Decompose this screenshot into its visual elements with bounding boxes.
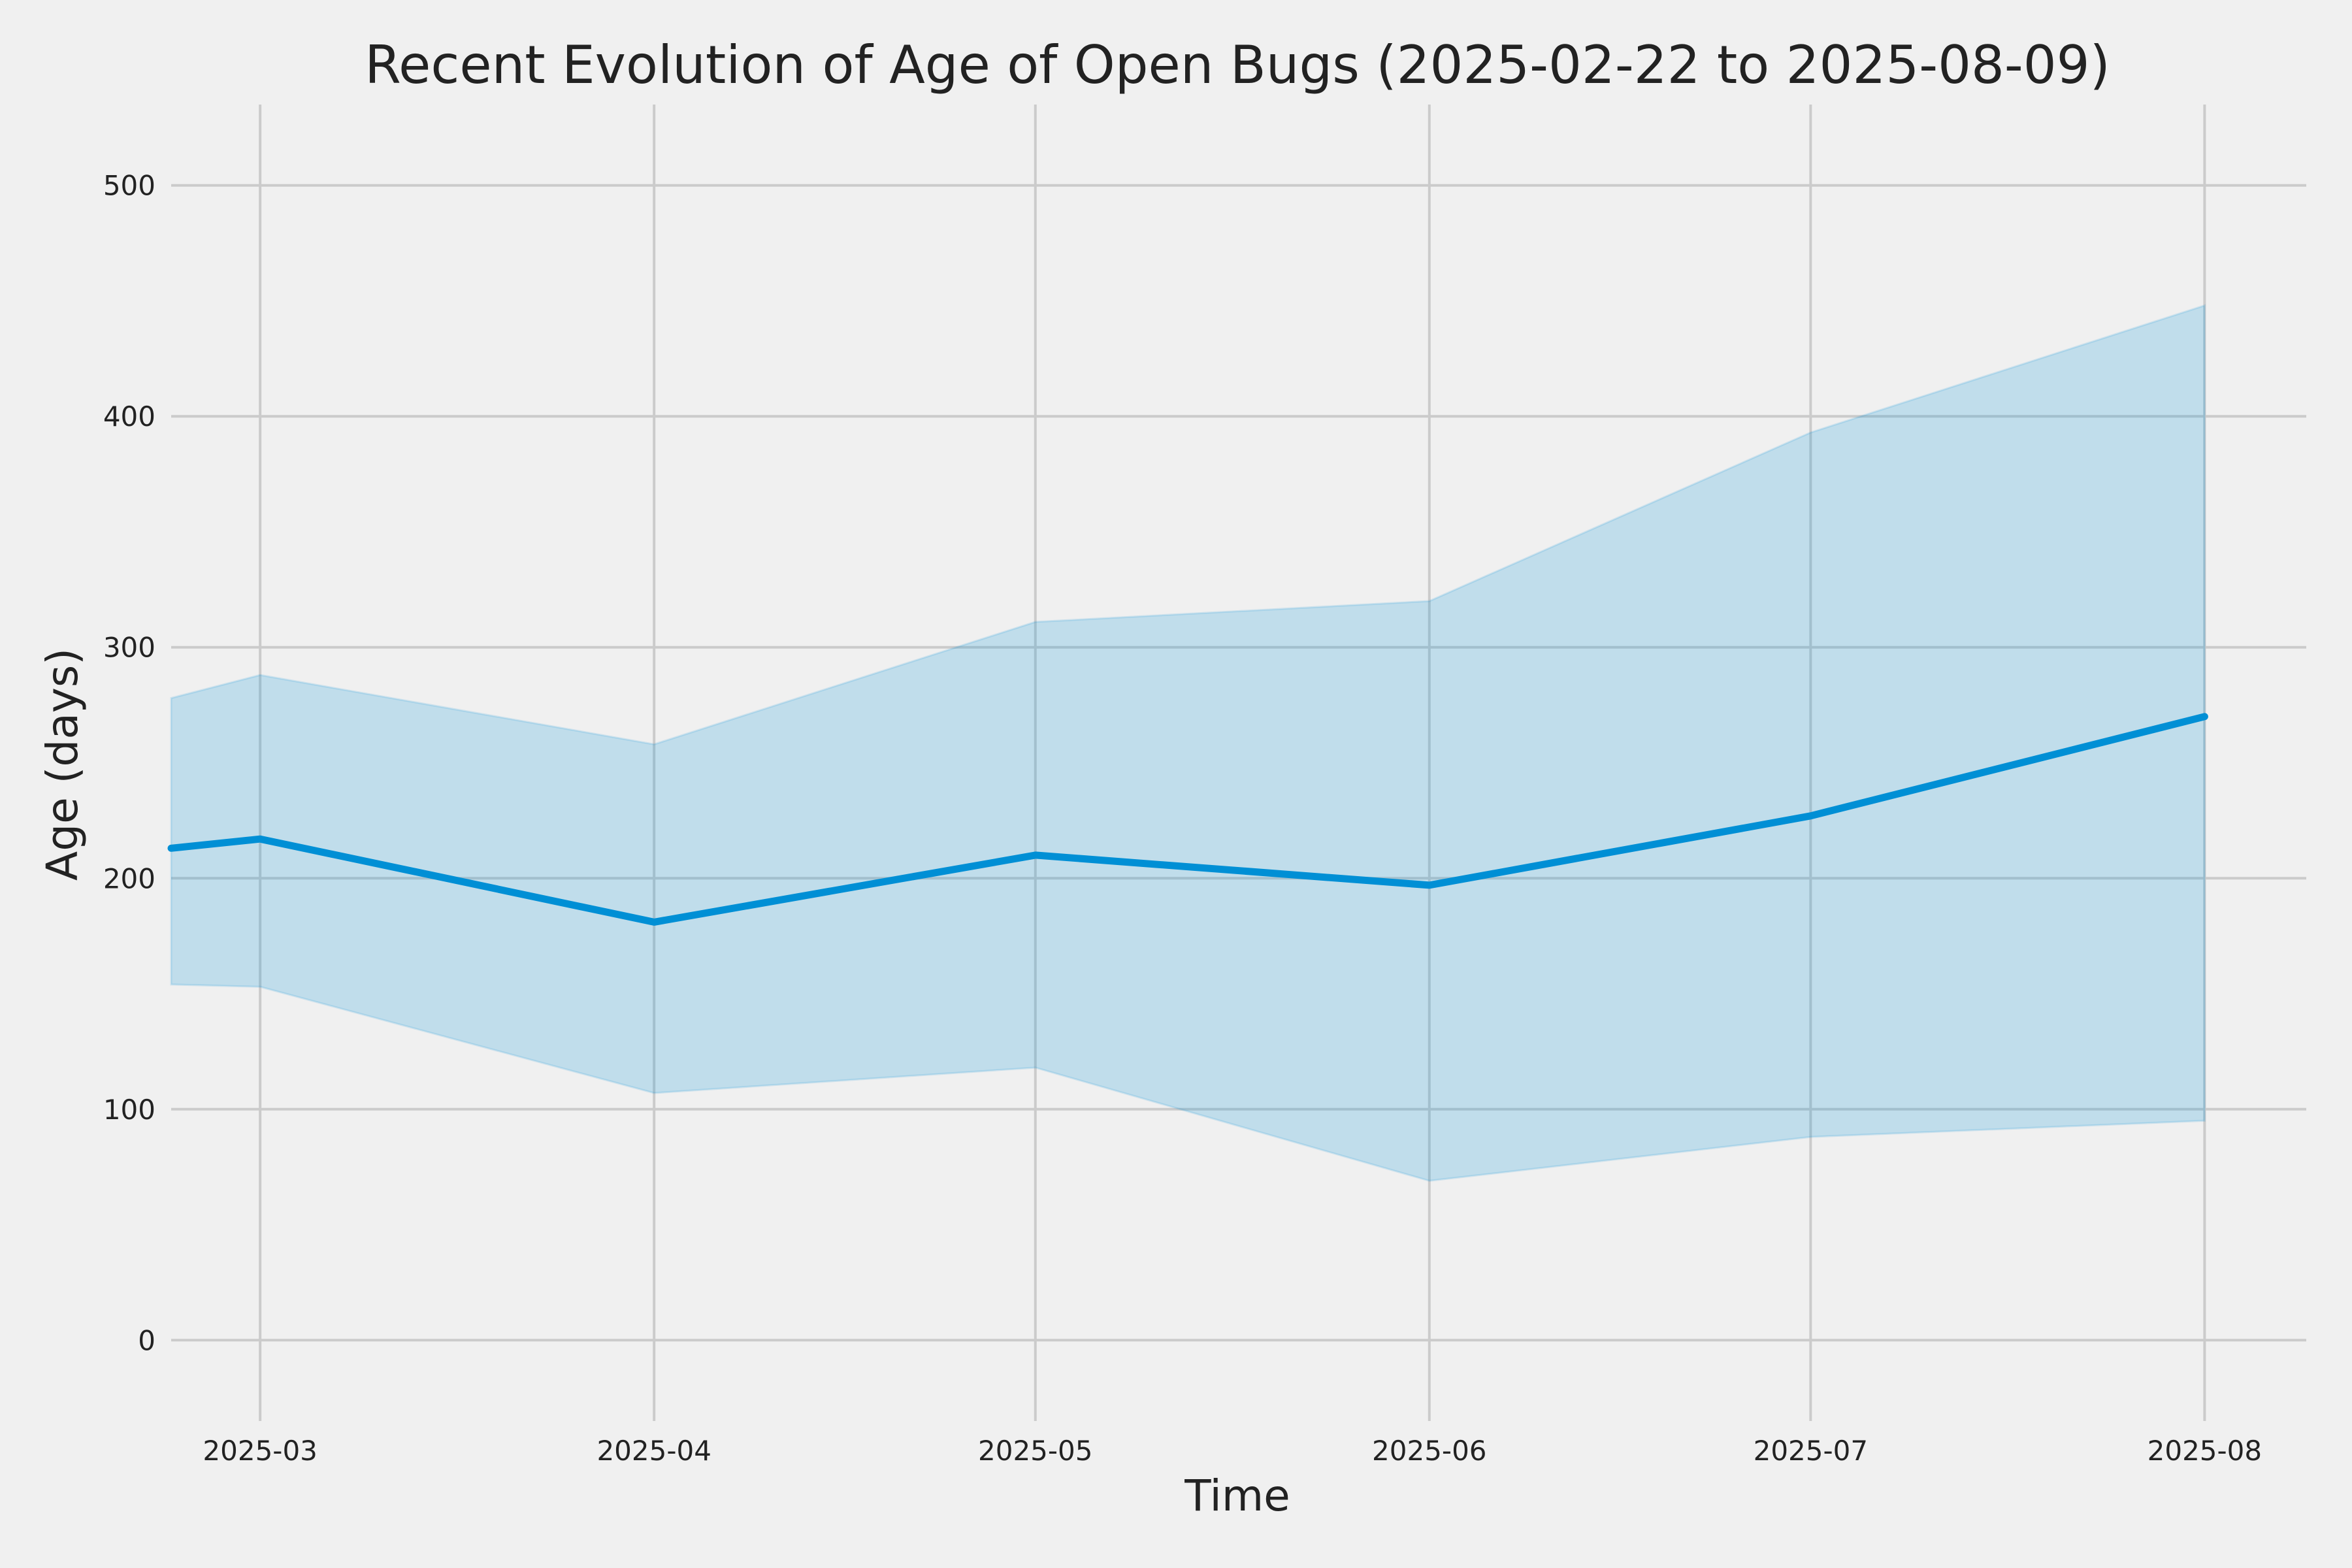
y-tick-label: 400 [103,400,155,433]
x-tick-label: 2025-04 [596,1435,711,1467]
y-tick-label: 0 [138,1324,155,1356]
chart-title: Recent Evolution of Age of Open Bugs (20… [365,35,2110,95]
y-tick-label: 300 [103,632,155,664]
grid [171,105,2306,1421]
confidence-band-layer [170,304,2206,1182]
y-tick-label: 500 [103,170,155,202]
x-tick-label: 2025-07 [1754,1435,1869,1467]
x-tick-label: 2025-06 [1372,1435,1487,1467]
confidence-band [170,304,2206,1182]
tick-labels: 0 100 200 300 400 500 2025-03 2025-04 2025-05 202… [103,170,2262,1467]
y-tick-label: 200 [103,862,155,894]
x-tick-label: 2025-05 [978,1435,1093,1467]
x-tick-label: 2025-03 [203,1435,318,1467]
x-tick-label: 2025-08 [2148,1435,2262,1467]
y-tick-label: 100 [103,1094,155,1126]
x-axis-label: Time [1184,1471,1290,1521]
y-axis-label: Age (days) [37,648,88,881]
series-line-layer [167,713,2208,926]
series-line [167,713,2208,926]
